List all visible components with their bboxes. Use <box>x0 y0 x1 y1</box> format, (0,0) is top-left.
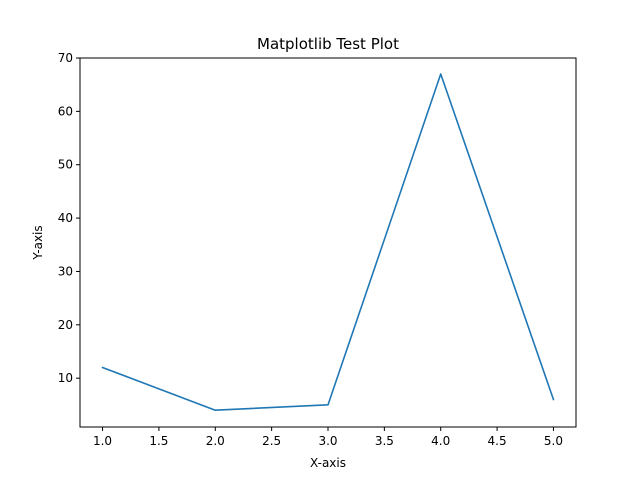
x-tick-label: 1.0 <box>93 434 112 448</box>
series-line <box>101 73 555 411</box>
x-tick-label: 3.0 <box>318 434 337 448</box>
y-tick-label: 30 <box>58 264 73 278</box>
x-axis-label: X-axis <box>310 456 346 470</box>
x-tick-label: 4.0 <box>431 434 450 448</box>
x-tick-label: 5.0 <box>544 434 563 448</box>
chart-title: Matplotlib Test Plot <box>257 35 399 53</box>
x-tick-label: 3.5 <box>375 434 394 448</box>
plot-frame <box>79 57 577 428</box>
x-tick-label: 4.5 <box>488 434 507 448</box>
x-tick-label: 2.0 <box>206 434 225 448</box>
y-tick-label: 10 <box>58 371 73 385</box>
y-axis-ticks: 10 20 30 40 50 60 70 <box>58 51 80 385</box>
y-tick-label: 50 <box>58 158 73 172</box>
y-tick-label: 40 <box>58 211 73 225</box>
x-axis-ticks: 1.0 1.5 2.0 2.5 3.0 3.5 4.0 4.5 5.0 <box>93 427 563 448</box>
x-tick-label: 2.5 <box>262 434 281 448</box>
y-tick-label: 60 <box>58 104 73 118</box>
plot-area-background <box>80 58 576 427</box>
y-axis-label: Y-axis <box>31 225 45 260</box>
x-tick-label: 1.5 <box>149 434 168 448</box>
y-tick-label: 70 <box>58 51 73 65</box>
y-tick-label: 20 <box>58 318 73 332</box>
